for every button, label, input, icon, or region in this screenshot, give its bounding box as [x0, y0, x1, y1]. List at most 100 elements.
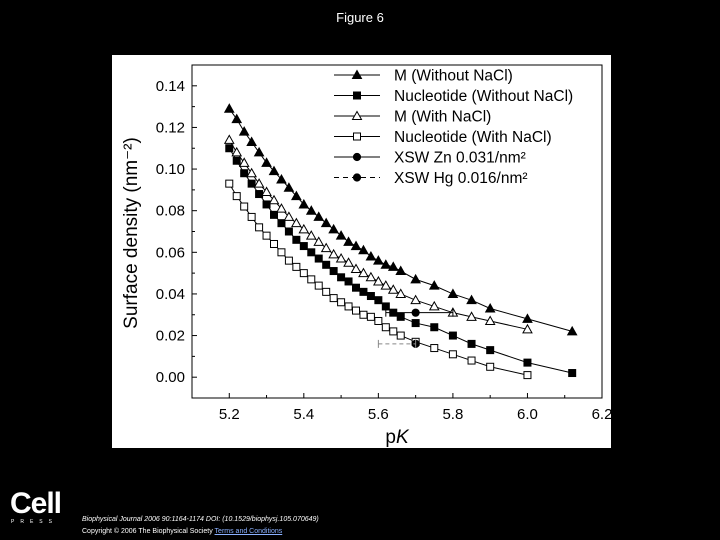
data-point — [238, 157, 250, 167]
data-point — [448, 331, 457, 340]
data-point — [568, 369, 577, 378]
x-axis-title-k: K — [396, 427, 410, 448]
data-point — [223, 134, 235, 144]
data-point — [270, 239, 278, 248]
data-point — [486, 346, 495, 355]
data-point — [484, 302, 496, 313]
data-point — [299, 269, 308, 278]
data-point — [261, 157, 272, 167]
data-point — [522, 313, 533, 323]
data-point — [246, 136, 257, 147]
x-axis-ticks: 5.2 5.4 5.6 5.8 6.0 6.2 — [219, 393, 611, 423]
data-point — [231, 146, 243, 157]
data-point — [343, 257, 354, 267]
data-point — [225, 179, 234, 188]
data-point — [262, 231, 271, 240]
data-point — [320, 242, 332, 253]
x-tick-label: 5.2 — [219, 406, 240, 423]
data-point — [276, 173, 287, 184]
data-point — [466, 294, 477, 305]
data-point — [373, 255, 384, 265]
data-point — [430, 323, 439, 332]
data-point — [240, 169, 249, 178]
terms-link[interactable]: Terms and Conditions — [214, 528, 283, 535]
x-tick-label: 6.0 — [517, 406, 538, 423]
data-point — [387, 261, 399, 271]
data-point — [291, 217, 302, 228]
data-point — [467, 339, 476, 348]
y-axis-ticks: 0.00 0.02 0.04 0.06 0.08 0.10 0.12 0.14 — [156, 78, 197, 386]
data-point — [322, 287, 331, 296]
data-point — [396, 312, 405, 321]
data-point — [298, 198, 310, 209]
copyright-prefix: Copyright © 2006 The Biophysical Society — [82, 528, 213, 535]
data-point — [410, 273, 421, 284]
data-point — [262, 200, 271, 209]
legend: M (Without NaCl) Nucleotide (Without NaCl… — [334, 68, 573, 187]
data-point — [335, 230, 347, 240]
series-2 — [223, 134, 533, 334]
y-tick-label: 0.00 — [156, 369, 185, 386]
data-point — [283, 182, 295, 192]
data-point — [430, 344, 439, 353]
data-point — [396, 331, 405, 340]
data-point — [447, 288, 459, 298]
data-point — [270, 210, 278, 219]
data-point — [335, 253, 347, 263]
data-point — [353, 91, 361, 100]
data-point — [328, 248, 339, 259]
data-point — [352, 152, 362, 162]
data-point — [411, 319, 420, 328]
data-point — [387, 284, 399, 294]
data-point — [231, 113, 243, 124]
legend-label: Nucleotide (With NaCl) — [394, 129, 552, 146]
data-point — [448, 350, 457, 359]
x-tick-label: 5.4 — [293, 406, 314, 423]
data-point — [223, 103, 235, 113]
data-point — [253, 178, 265, 188]
data-point — [284, 227, 293, 236]
data-point — [261, 186, 272, 196]
data-point — [365, 271, 377, 282]
data-point — [328, 223, 339, 234]
data-point — [232, 192, 241, 201]
chart-svg: 0.000.020.040.060.080.100.120.14 5.2 5.4 5… — [121, 64, 611, 448]
data-point — [276, 203, 287, 213]
data-point — [344, 277, 353, 286]
legend-label: M (With NaCl) — [394, 109, 491, 126]
data-point — [428, 280, 440, 290]
data-point — [337, 298, 346, 307]
data-point — [467, 356, 476, 365]
data-point — [366, 312, 375, 321]
legend-label: M (Without NaCl) — [394, 68, 513, 85]
data-point — [523, 358, 532, 367]
data-point — [365, 250, 377, 261]
data-point — [352, 283, 360, 292]
data-point — [305, 205, 317, 215]
data-point — [292, 262, 301, 271]
data-point — [247, 212, 256, 221]
data-point — [358, 244, 369, 255]
data-point — [305, 230, 317, 240]
data-point — [566, 325, 578, 336]
data-point — [253, 146, 265, 157]
series-0 — [223, 103, 578, 336]
data-point — [351, 110, 363, 120]
y-axis-title: Surface density (nm⁻²) — [121, 137, 142, 329]
data-point — [428, 300, 440, 311]
data-point — [299, 242, 308, 251]
data-point — [344, 302, 353, 311]
data-point — [389, 327, 398, 336]
data-point — [329, 294, 338, 303]
chart-panel: 0.00 0.02 0.04 0.06 0.08 0.10 0.12 0.14 5.2 5.4 5… — [112, 55, 611, 448]
data-point — [466, 311, 477, 321]
errorbar-layer — [377, 308, 454, 348]
data-point — [307, 248, 316, 257]
data-point — [320, 217, 332, 228]
y-tick-label: 0.14 — [156, 78, 185, 95]
data-point — [292, 235, 301, 244]
data-point — [283, 211, 295, 221]
x-tick-label: 6.2 — [592, 406, 611, 423]
data-point — [381, 323, 390, 332]
data-point — [522, 323, 533, 334]
